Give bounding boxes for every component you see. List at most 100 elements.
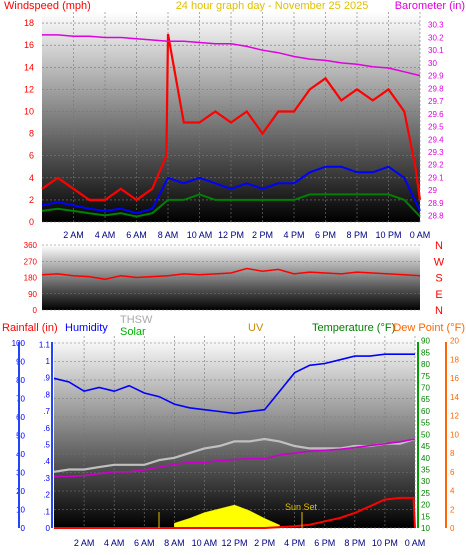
rain-tick-label: .8 — [43, 390, 50, 399]
barometer-tick-label: 29.1 — [428, 173, 444, 182]
dewpoint-tick-label: 12 — [450, 412, 459, 421]
temperature-tick-label: 50 — [421, 430, 430, 439]
time-tick-label: 10 AM — [187, 230, 213, 240]
direction-tick-label: 180 — [24, 274, 38, 283]
time-tick-label: 10 PM — [375, 230, 401, 240]
barometer-tick-label: 29.8 — [428, 84, 444, 93]
rain-tick-label: .2 — [43, 491, 50, 500]
compass-label: W — [434, 256, 445, 268]
time-tick-label: 6 AM — [126, 230, 147, 240]
windspeed-tick-label: 6 — [29, 151, 34, 161]
weather-series — [53, 353, 416, 529]
dewpoint-tick-label: 18 — [450, 355, 459, 364]
time-tick-label: 12 PM — [221, 538, 247, 548]
humidity-tick-label: 0 — [21, 524, 26, 533]
time-tick-label: 4 AM — [95, 230, 116, 240]
direction-axis: 0 90 180 270 360 — [24, 241, 38, 315]
thsw-label: THSW — [120, 314, 153, 326]
rain-tick-label: 1 — [46, 357, 51, 366]
barometer-tick-label: 30.1 — [428, 46, 444, 55]
wind-direction-line — [41, 267, 421, 281]
humidity-tick-label: 60 — [16, 413, 25, 422]
temperature-tick-label: 55 — [421, 419, 430, 428]
windspeed-label: Windspeed (mph) — [4, 0, 91, 12]
dewpoint-tick-label: 4 — [450, 487, 455, 496]
time-tick-label: 2 AM — [74, 538, 95, 548]
time-tick-label: 6 PM — [315, 230, 336, 240]
dewpoint-tick-label: 2 — [450, 505, 455, 514]
temperature-tick-label: 85 — [421, 348, 430, 357]
barometer-tick-label: 28.8 — [428, 212, 444, 221]
humidity-label: Humidity — [65, 322, 108, 334]
temperature-tick-label: 90 — [421, 337, 430, 346]
temperature-line — [53, 437, 416, 473]
barometer-label: Barometer (in) — [395, 0, 465, 12]
time-tick-label: 2 PM — [254, 538, 275, 548]
windspeed-tick-label: 14 — [24, 62, 34, 72]
solar-label: Solar — [120, 326, 146, 338]
barometer-tick-label: 29.2 — [428, 161, 444, 170]
humidity-tick-label: 80 — [16, 376, 25, 385]
compass-label: N — [435, 305, 443, 317]
humidity-tick-label: 40 — [16, 450, 25, 459]
barometer-tick-label: 29 — [428, 186, 437, 195]
humidity-tick-label: 50 — [16, 432, 25, 441]
time-tick-label: 0 AM — [405, 538, 426, 548]
humidity-tick-label: 90 — [16, 358, 25, 367]
rain-tick-label: .5 — [43, 441, 50, 450]
rain-tick-label: .4 — [43, 457, 50, 466]
barometer-tick-label: 29.4 — [428, 135, 444, 144]
windspeed-tick-label: 8 — [29, 129, 34, 139]
wind-grid — [42, 12, 421, 223]
time-tick-label: 4 AM — [104, 538, 125, 548]
windspeed-tick-label: 10 — [24, 106, 34, 116]
wind-series — [41, 33, 422, 218]
direction-tick-label: 0 — [33, 306, 38, 315]
time-tick-label: 10 PM — [372, 538, 398, 548]
temperature-tick-label: 20 — [421, 501, 430, 510]
windspeed-tick-label: 2 — [29, 195, 34, 205]
direction-tick-label: 270 — [24, 257, 38, 266]
wind-time-axis: 2 AM 4 AM 6 AM 8 AM 10 AM 12 PM 2 PM 4 PM 6 PM 8 … — [63, 230, 430, 240]
temperature-tick-label: 35 — [421, 465, 430, 474]
barometer-tick-label: 29.7 — [428, 97, 444, 106]
barometer-tick-label: 30.2 — [428, 33, 444, 42]
sunset-label: Sun Set — [285, 502, 318, 512]
temperature-tick-label: 60 — [421, 407, 430, 416]
barometer-tick-label: 28.9 — [428, 199, 444, 208]
direction-series — [41, 267, 421, 281]
time-tick-label: 4 PM — [284, 538, 305, 548]
barometer-tick-label: 29.5 — [428, 123, 444, 132]
dewpoint-tick-label: 8 — [450, 449, 455, 458]
windspeed-tick-label: 4 — [29, 173, 34, 183]
windspeed-tick-label: 0 — [29, 217, 34, 227]
temperature-tick-label: 45 — [421, 442, 430, 451]
compass-label: N — [435, 240, 443, 252]
dewpoint-tick-label: 10 — [450, 430, 459, 439]
dewpoint-label: Dew Point (°F) — [393, 322, 465, 334]
dewpoint-tick-label: 0 — [450, 524, 455, 533]
rain-tick-label: .3 — [43, 474, 50, 483]
time-tick-label: 2 PM — [252, 230, 273, 240]
time-tick-label: 8 AM — [158, 230, 179, 240]
windspeed-tick-label: 18 — [24, 18, 34, 28]
compass-label: E — [435, 289, 442, 301]
time-tick-label: 8 AM — [164, 538, 185, 548]
wind-average-line — [41, 165, 421, 215]
time-tick-label: 6 PM — [314, 538, 335, 548]
rainfall-label: Rainfall (in) — [2, 322, 58, 334]
humidity-tick-label: 20 — [16, 487, 25, 496]
time-tick-label: 2 AM — [63, 230, 84, 240]
temperature-tick-label: 15 — [421, 512, 430, 521]
temperature-tick-label: 25 — [421, 489, 430, 498]
barometer-axis: 28.8 28.9 29 29.1 29.2 29.3 29.4 29.5 29.6 29.7 29… — [428, 21, 444, 221]
solar-area — [174, 504, 280, 529]
rain-tick-label: 1.1 — [39, 340, 51, 349]
humidity-tick-label: 70 — [16, 395, 25, 404]
barometer-tick-label: 29.9 — [428, 72, 444, 81]
compass-label: S — [435, 273, 442, 285]
barometer-tick-label: 30.3 — [428, 21, 444, 30]
wind-low-line — [41, 193, 421, 218]
wind-speed-axis: 0 2 4 6 8 10 12 14 16 18 — [24, 18, 34, 227]
